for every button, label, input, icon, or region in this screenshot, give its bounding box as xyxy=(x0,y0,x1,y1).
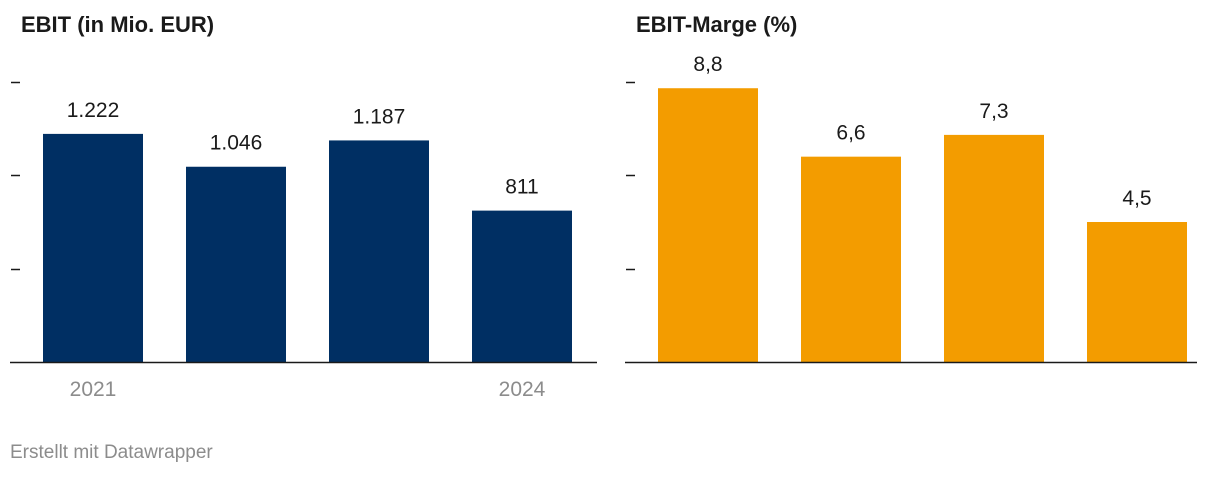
ebit-margin-chart-panel: EBIT-Marge (%) 8,8 6,6 7,3 4,5 xyxy=(625,0,1197,480)
ebit-bar-2023 xyxy=(329,140,429,362)
ebit-value-label-2024: 811 xyxy=(505,176,538,199)
ebit-value-label-2021: 1.222 xyxy=(67,99,120,122)
ebit-bar-2022 xyxy=(186,166,286,362)
footer-credit: Erstellt mit Datawrapper xyxy=(10,442,213,463)
ebit-chart-title: EBIT (in Mio. EUR) xyxy=(21,12,215,37)
margin-value-label-2023: 7,3 xyxy=(979,100,1008,123)
ebit-value-label-2022: 1.046 xyxy=(210,132,263,155)
ebit-chart-panel: EBIT (in Mio. EUR) 1.222 1.046 1.187 811 202… xyxy=(10,0,597,480)
ebit-margin-chart-title: EBIT-Marge (%) xyxy=(636,12,798,37)
margin-value-label-2024: 4,5 xyxy=(1122,187,1151,210)
margin-bar-2021 xyxy=(658,88,758,362)
ebit-bar-2021 xyxy=(43,133,143,362)
ebit-x-tick-label-2024: 2024 xyxy=(499,378,546,401)
margin-value-label-2021: 8,8 xyxy=(693,53,722,76)
margin-bar-2024 xyxy=(1087,222,1187,362)
margin-bar-2023 xyxy=(944,134,1044,362)
margin-bar-2022 xyxy=(801,156,901,362)
ebit-value-label-2023: 1.187 xyxy=(353,105,406,128)
ebit-bar-chart: 1.222 1.046 1.187 811 2021 2024 xyxy=(10,81,597,401)
ebit-x-tick-label-2021: 2021 xyxy=(70,378,117,401)
ebit-bar-2024 xyxy=(472,210,572,362)
margin-value-label-2022: 6,6 xyxy=(836,122,865,145)
ebit-margin-bar-chart: 8,8 6,6 7,3 4,5 xyxy=(625,53,1197,364)
